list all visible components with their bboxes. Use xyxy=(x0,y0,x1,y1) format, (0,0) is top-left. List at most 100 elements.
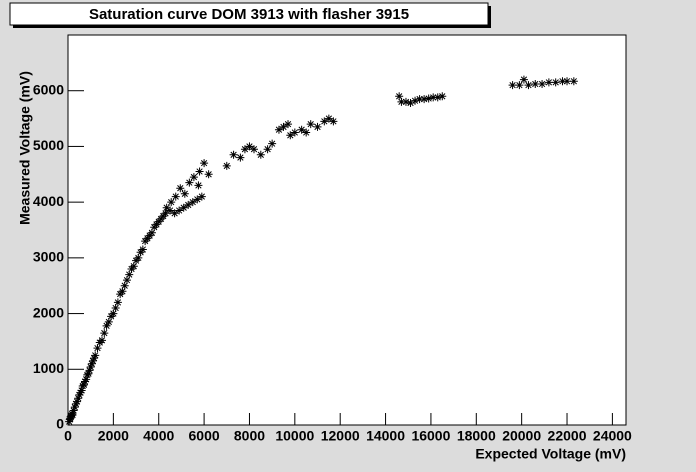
data-point xyxy=(306,120,315,129)
data-point xyxy=(71,399,80,408)
x-tick-label: 16000 xyxy=(411,428,450,444)
data-point xyxy=(167,198,176,207)
data-point xyxy=(166,206,175,215)
data-point xyxy=(98,336,107,345)
data-point xyxy=(122,276,131,285)
x-tick-label: 6000 xyxy=(189,428,220,444)
data-point xyxy=(250,145,258,154)
data-point xyxy=(185,178,194,187)
y-tick-label: 0 xyxy=(56,416,64,432)
data-point xyxy=(74,394,83,403)
y-tick-label: 5000 xyxy=(33,137,64,153)
data-point xyxy=(313,122,322,131)
data-point xyxy=(184,200,193,209)
data-point xyxy=(256,150,265,159)
data-point xyxy=(324,114,333,123)
y-tick-label: 2000 xyxy=(33,304,64,320)
data-point xyxy=(129,262,138,271)
data-point xyxy=(531,80,540,89)
x-tick-label: 2000 xyxy=(98,428,129,444)
data-point xyxy=(82,375,91,384)
data-point xyxy=(188,198,197,207)
data-point xyxy=(290,128,299,137)
data-point xyxy=(162,203,171,212)
data-point xyxy=(438,92,447,101)
data-point xyxy=(161,209,170,218)
data-point xyxy=(544,78,553,87)
data-point xyxy=(70,403,79,412)
x-tick-label: 8000 xyxy=(234,428,265,444)
y-tick-label: 3000 xyxy=(33,249,64,265)
plot-frame xyxy=(67,34,627,426)
data-point xyxy=(558,77,567,86)
data-point xyxy=(120,281,129,290)
title-box xyxy=(9,2,489,26)
data-point xyxy=(93,344,102,353)
y-tick-label: 6000 xyxy=(33,81,64,97)
x-tick-label: 22000 xyxy=(548,428,587,444)
data-point xyxy=(563,77,572,86)
data-point xyxy=(433,93,442,102)
data-point xyxy=(171,192,180,201)
data-point xyxy=(65,417,74,426)
data-point xyxy=(411,96,420,105)
data-point xyxy=(197,192,206,201)
data-point xyxy=(69,406,78,415)
data-point xyxy=(401,97,410,106)
data-point xyxy=(263,145,272,154)
data-point xyxy=(508,81,517,90)
data-point xyxy=(415,95,424,104)
data-point xyxy=(195,167,204,176)
data-point xyxy=(75,390,84,399)
data-point xyxy=(424,94,433,103)
data-point xyxy=(134,253,143,262)
data-point xyxy=(222,161,231,170)
data-point xyxy=(240,145,249,154)
data-point xyxy=(329,117,338,126)
data-point xyxy=(302,128,311,137)
data-point xyxy=(569,77,578,86)
data-point xyxy=(147,228,156,237)
data-point xyxy=(189,173,198,182)
data-point xyxy=(429,93,438,102)
data-point xyxy=(519,75,528,84)
data-point xyxy=(406,98,415,107)
data-point xyxy=(85,366,94,375)
data-point xyxy=(91,351,100,360)
y-tick-label: 1000 xyxy=(33,360,64,376)
data-point xyxy=(229,150,238,159)
data-point xyxy=(104,317,113,326)
data-point xyxy=(515,81,524,90)
data-point xyxy=(79,380,88,389)
x-tick-label: 4000 xyxy=(143,428,174,444)
data-point xyxy=(200,159,209,168)
data-point xyxy=(194,181,203,190)
x-tick-label: 20000 xyxy=(502,428,541,444)
x-tick-label: 10000 xyxy=(275,428,314,444)
data-point xyxy=(109,309,118,318)
data-point xyxy=(193,195,202,204)
data-point xyxy=(87,359,96,368)
data-point xyxy=(113,298,122,307)
data-point xyxy=(68,410,77,419)
x-tick-label: 0 xyxy=(64,428,72,444)
data-point xyxy=(279,122,288,131)
data-point xyxy=(76,388,85,397)
data-point xyxy=(524,81,533,90)
x-tick-label: 14000 xyxy=(366,428,405,444)
y-tick-label: 4000 xyxy=(33,193,64,209)
chart-title: Saturation curve DOM 3913 with flasher 3… xyxy=(89,6,409,23)
data-point xyxy=(236,153,245,162)
data-point xyxy=(320,117,329,126)
data-point xyxy=(125,270,134,279)
data-point xyxy=(286,131,295,140)
x-axis-title: Expected Voltage (mV) xyxy=(475,446,626,462)
data-point xyxy=(77,386,86,395)
data-point xyxy=(284,120,293,129)
data-point xyxy=(170,209,179,218)
data-point xyxy=(88,356,97,365)
y-axis-title: Measured Voltage (mV) xyxy=(17,71,33,225)
data-point xyxy=(179,203,188,212)
data-point xyxy=(297,125,306,134)
data-point xyxy=(81,377,90,386)
